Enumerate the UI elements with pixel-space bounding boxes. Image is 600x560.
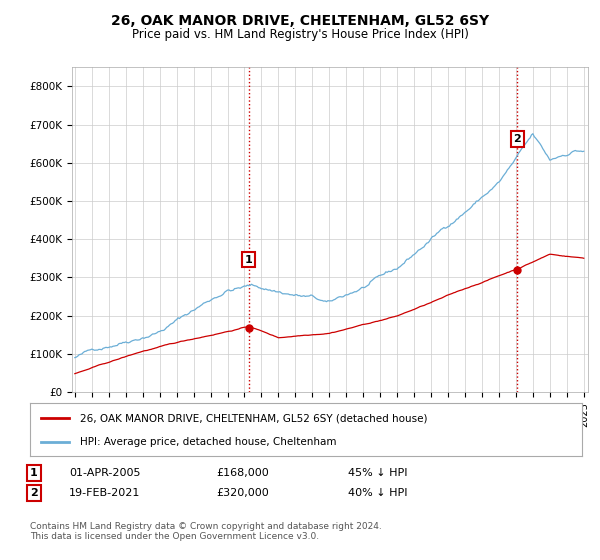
Text: Contains HM Land Registry data © Crown copyright and database right 2024.
This d: Contains HM Land Registry data © Crown c… <box>30 522 382 542</box>
Text: Price paid vs. HM Land Registry's House Price Index (HPI): Price paid vs. HM Land Registry's House … <box>131 28 469 41</box>
Text: £168,000: £168,000 <box>216 468 269 478</box>
Text: HPI: Average price, detached house, Cheltenham: HPI: Average price, detached house, Chel… <box>80 436 336 446</box>
Text: 40% ↓ HPI: 40% ↓ HPI <box>348 488 407 498</box>
Text: 45% ↓ HPI: 45% ↓ HPI <box>348 468 407 478</box>
Text: 2: 2 <box>514 134 521 144</box>
Text: 26, OAK MANOR DRIVE, CHELTENHAM, GL52 6SY (detached house): 26, OAK MANOR DRIVE, CHELTENHAM, GL52 6S… <box>80 413 427 423</box>
Text: 19-FEB-2021: 19-FEB-2021 <box>69 488 140 498</box>
Text: 26, OAK MANOR DRIVE, CHELTENHAM, GL52 6SY: 26, OAK MANOR DRIVE, CHELTENHAM, GL52 6S… <box>111 14 489 28</box>
Text: £320,000: £320,000 <box>216 488 269 498</box>
Text: 1: 1 <box>30 468 38 478</box>
Text: 1: 1 <box>245 255 253 265</box>
Text: 2: 2 <box>30 488 38 498</box>
Text: 01-APR-2005: 01-APR-2005 <box>69 468 140 478</box>
